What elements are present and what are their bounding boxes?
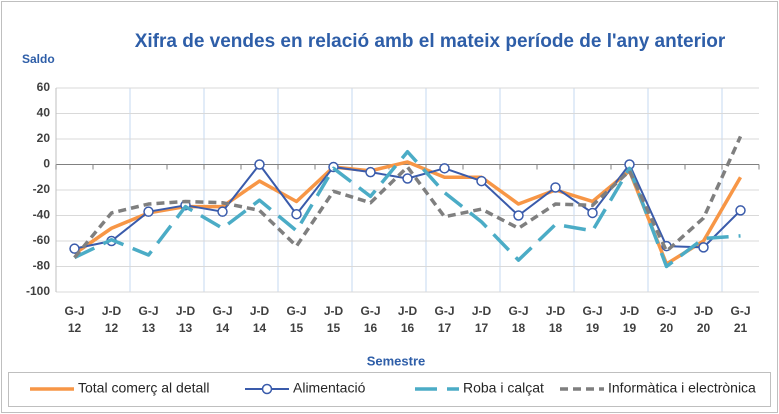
legend-marker [261, 383, 273, 395]
y-tick-label: -40 [33, 208, 51, 222]
y-tick-label: -20 [33, 182, 51, 196]
y-tick-label: -60 [33, 233, 51, 247]
x-axis-label: Semestre [367, 353, 426, 368]
x-tick-label: G-J 16 [360, 304, 381, 335]
x-tick-label: G-J 17 [434, 304, 455, 335]
data-point [217, 206, 228, 217]
x-tick-label: G-J 14 [212, 304, 233, 335]
data-point [69, 243, 80, 254]
legend-label: Informàtica i electrònica [608, 380, 756, 396]
legend-label: Roba i calçat [463, 380, 544, 396]
series-line [73, 150, 741, 269]
data-point [143, 206, 154, 217]
x-tick-label: J-D 18 [545, 304, 566, 335]
data-point [513, 210, 524, 221]
data-point [291, 208, 302, 220]
series-line [73, 135, 743, 259]
legend-label: Alimentació [293, 380, 366, 396]
x-tick-label: G-J 20 [656, 304, 677, 335]
y-tick-label: 60 [37, 80, 51, 94]
x-tick-label: J-D 19 [619, 304, 640, 335]
x-tick-label: G-J 19 [582, 304, 603, 335]
data-point [735, 205, 746, 216]
data-point [587, 207, 598, 219]
y-axis-label: Saldo [22, 52, 55, 66]
data-point [402, 173, 413, 184]
x-tick-label: J-D 12 [101, 304, 122, 335]
data-point [476, 175, 487, 187]
data-point [698, 242, 709, 253]
x-tick-label: J-D 20 [693, 304, 714, 335]
x-tick-label: G-J 12 [64, 304, 85, 335]
data-point [439, 163, 450, 174]
x-tick-label: J-D 16 [397, 304, 418, 335]
data-point [550, 182, 561, 193]
x-tick-label: G-J 13 [138, 304, 159, 335]
x-tick-label: J-D 15 [323, 304, 344, 335]
x-tick-label: J-D 17 [471, 304, 492, 335]
y-tick-label: -100 [26, 284, 50, 298]
legend-box [8, 372, 771, 407]
x-tick-label: G-J 21 [730, 304, 751, 335]
y-tick-label: -80 [33, 259, 51, 273]
x-tick-label: G-J 15 [286, 304, 307, 335]
chart-title: Xifra de vendes en relació amb el mateix… [135, 31, 726, 52]
data-point [254, 159, 265, 170]
legend-label: Total comerç al detall [78, 380, 210, 396]
x-tick-label: J-D 14 [249, 304, 270, 335]
y-tick-label: 40 [37, 106, 51, 120]
y-tick-label: 20 [37, 131, 51, 145]
x-tick-label: G-J 18 [508, 304, 529, 335]
x-tick-label: J-D 13 [175, 304, 196, 335]
data-point [365, 166, 376, 178]
y-tick-label: 0 [43, 157, 50, 171]
